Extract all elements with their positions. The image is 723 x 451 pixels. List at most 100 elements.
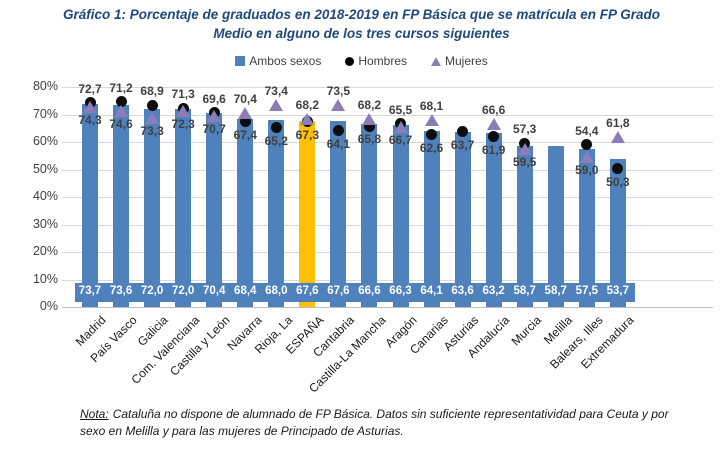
bar-value-label: 73,7 [78,285,102,297]
bar-value-label: 72,0 [140,285,164,297]
hombres-value-label: 50,3 [606,174,630,189]
gridline [62,252,713,253]
hombres-marker-circle-icon [239,116,251,128]
gridline [62,114,713,116]
hombres-value-label: 62,6 [419,140,444,155]
gridline [62,197,713,198]
chart-title-line1: Gráfico 1: Porcentaje de graduados en 20… [63,7,660,22]
bar [206,113,223,307]
y-axis-tick-label: 20% [32,244,58,258]
y-axis-tick-label: 80% [32,79,58,93]
mujeres-value-label: 68,2 [357,98,382,113]
hombres-marker-circle-icon [612,163,624,175]
hombres-value-label: 59,0 [575,163,599,178]
bar [330,121,347,307]
mujeres-value-label: 71,2 [109,80,133,95]
hombres-value-label: 65,2 [264,133,288,148]
hombres-value-label: 67,4 [233,127,257,142]
mujeres-marker-triangle-icon [114,105,129,118]
bar [144,109,161,307]
hombres-marker-circle-icon [488,131,500,143]
bar-value-label: 68,4 [234,285,257,297]
gridline [62,169,713,171]
mujeres-value-label: 69,6 [202,91,226,106]
chart-legend: Ambos sexos Hombres Mujeres [0,54,723,68]
circle-icon [345,56,355,66]
hombres-marker-circle-icon [270,122,282,134]
y-axis-tick-label: 60% [32,134,58,148]
bar-value-label: 66,3 [389,285,412,297]
mujeres-marker-triangle-icon [393,120,408,133]
triangle-icon [431,56,442,66]
mujeres-value-label: 68,9 [140,84,164,99]
y-axis-tick-label: 30% [32,216,58,231]
gridline [62,279,713,281]
mujeres-marker-triangle-icon [579,151,594,164]
hombres-marker-circle-icon [332,125,344,137]
mujeres-marker-triangle-icon [83,101,97,114]
hombres-value-label: 66,7 [388,132,413,147]
hombres-marker-circle-icon [457,126,469,138]
hombres-marker-circle-icon [581,139,593,151]
mujeres-value-label: 65,5 [388,102,413,117]
mujeres-value-label: 68,1 [419,98,444,113]
chart-title-line2: Medio en alguno de los tres cursos sigui… [213,25,510,41]
hombres-value-label: 70,7 [202,121,226,136]
mujeres-value-label: 68,2 [295,98,320,113]
hombres-marker-circle-icon [363,120,375,132]
hombres-value-label: 64,1 [326,136,351,151]
bar [299,121,316,307]
hombres-marker-circle-icon [146,99,158,111]
footnote: Nota: Cataluña no dispone de alumnado de … [80,406,672,440]
mujeres-marker-triangle-icon [269,99,284,112]
gridline [62,142,713,143]
y-axis-tick-label: 50% [32,161,58,176]
bar-value-label: 64,1 [420,285,443,297]
mujeres-value-label: 73,4 [264,84,288,99]
legend-label-ambos-sexos: Ambos sexos [249,54,322,68]
hombres-marker-circle-icon [115,96,127,108]
mujeres-marker-triangle-icon [424,113,439,126]
bar-value-label: 58,7 [544,285,567,297]
mujeres-marker-triangle-icon [610,131,625,144]
bar-value-label: 67,6 [296,285,319,297]
gridline [62,224,713,226]
bar [392,124,409,307]
mujeres-marker-triangle-icon [176,104,191,117]
hombres-value-label: 72,3 [171,116,195,131]
bar [82,104,98,307]
bar [454,132,471,307]
footnote-line2: sexo en Melilla y para las mujeres de Pr… [80,423,404,438]
chart-title: Gráfico 1: Porcentaje de graduados en 20… [0,6,723,44]
bar [578,148,595,307]
mujeres-marker-triangle-icon [145,111,160,124]
bar-value-label: 66,6 [358,285,381,297]
bar-value-label: 58,7 [513,285,536,297]
mujeres-marker-triangle-icon [207,109,222,122]
y-axis-tick-label: 40% [32,189,58,203]
bar [423,130,440,307]
bar [361,123,378,307]
mujeres-value-label: 54,4 [575,123,599,138]
hombres-value-label: 73,3 [140,123,164,138]
mujeres-marker-triangle-icon [362,113,377,126]
hombres-value-label: 74,6 [109,117,133,132]
bar [516,145,533,307]
bar-value-label: 57,5 [575,285,598,297]
bar-value-label: 70,4 [202,285,226,297]
footnote-line1: Cataluña no dispone de alumnado de FP Bá… [112,407,669,421]
mujeres-value-label: 66,6 [481,102,506,117]
mujeres-marker-triangle-icon [238,107,253,120]
gridline [62,307,713,308]
legend-item-mujeres: Mujeres [431,54,488,68]
bar [175,109,192,307]
hombres-marker-circle-icon [519,137,531,149]
bar-value-label: 63,2 [482,285,505,297]
legend-item-ambos-sexos: Ambos sexos [235,54,321,68]
hombres-value-label: 61,9 [481,142,506,157]
gridline [62,87,713,88]
mujeres-marker-triangle-icon [331,98,346,111]
hombres-marker-circle-icon [426,129,438,141]
hombres-value-label: 67,3 [295,127,320,142]
bar-value-band [75,283,635,302]
